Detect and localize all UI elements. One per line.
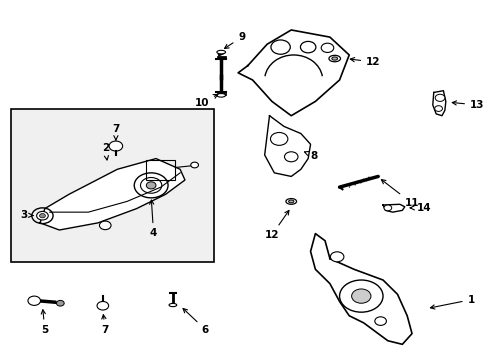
Text: 9: 9: [224, 32, 244, 49]
Polygon shape: [382, 204, 404, 212]
Circle shape: [300, 41, 315, 53]
Text: 10: 10: [194, 94, 217, 108]
Ellipse shape: [216, 50, 225, 54]
Polygon shape: [432, 91, 445, 116]
Ellipse shape: [169, 303, 176, 307]
Ellipse shape: [331, 57, 337, 60]
Circle shape: [374, 317, 386, 325]
Circle shape: [339, 280, 382, 312]
Circle shape: [284, 152, 297, 162]
Bar: [146, 160, 175, 180]
Circle shape: [270, 40, 290, 54]
Circle shape: [321, 43, 333, 53]
Ellipse shape: [216, 94, 225, 97]
Text: 2: 2: [102, 143, 109, 160]
Circle shape: [351, 289, 370, 303]
Circle shape: [270, 132, 287, 145]
Ellipse shape: [288, 200, 293, 203]
Circle shape: [434, 106, 442, 111]
Circle shape: [146, 182, 156, 189]
Text: 3: 3: [20, 210, 34, 220]
Circle shape: [190, 162, 198, 168]
Text: 12: 12: [264, 211, 288, 240]
Ellipse shape: [285, 199, 296, 204]
Circle shape: [383, 205, 391, 211]
Text: 1: 1: [429, 295, 474, 309]
Ellipse shape: [328, 55, 340, 62]
Text: 8: 8: [304, 151, 317, 161]
Circle shape: [40, 213, 45, 218]
Circle shape: [28, 296, 41, 305]
Polygon shape: [40, 158, 184, 230]
Text: 13: 13: [451, 100, 484, 110]
Text: 14: 14: [409, 203, 430, 213]
Circle shape: [109, 141, 122, 151]
Text: 6: 6: [183, 309, 209, 335]
FancyBboxPatch shape: [11, 109, 214, 262]
Polygon shape: [264, 116, 310, 176]
Text: 12: 12: [349, 57, 380, 67]
Circle shape: [97, 301, 108, 310]
Circle shape: [330, 252, 343, 262]
Circle shape: [434, 94, 444, 102]
Text: 4: 4: [149, 200, 157, 238]
Circle shape: [37, 211, 48, 220]
Polygon shape: [310, 234, 411, 344]
Text: 7: 7: [102, 315, 109, 335]
Text: 11: 11: [381, 180, 418, 208]
Circle shape: [56, 300, 64, 306]
Polygon shape: [238, 30, 348, 116]
Text: 5: 5: [41, 310, 48, 335]
Text: 7: 7: [112, 123, 120, 140]
Circle shape: [99, 221, 111, 230]
